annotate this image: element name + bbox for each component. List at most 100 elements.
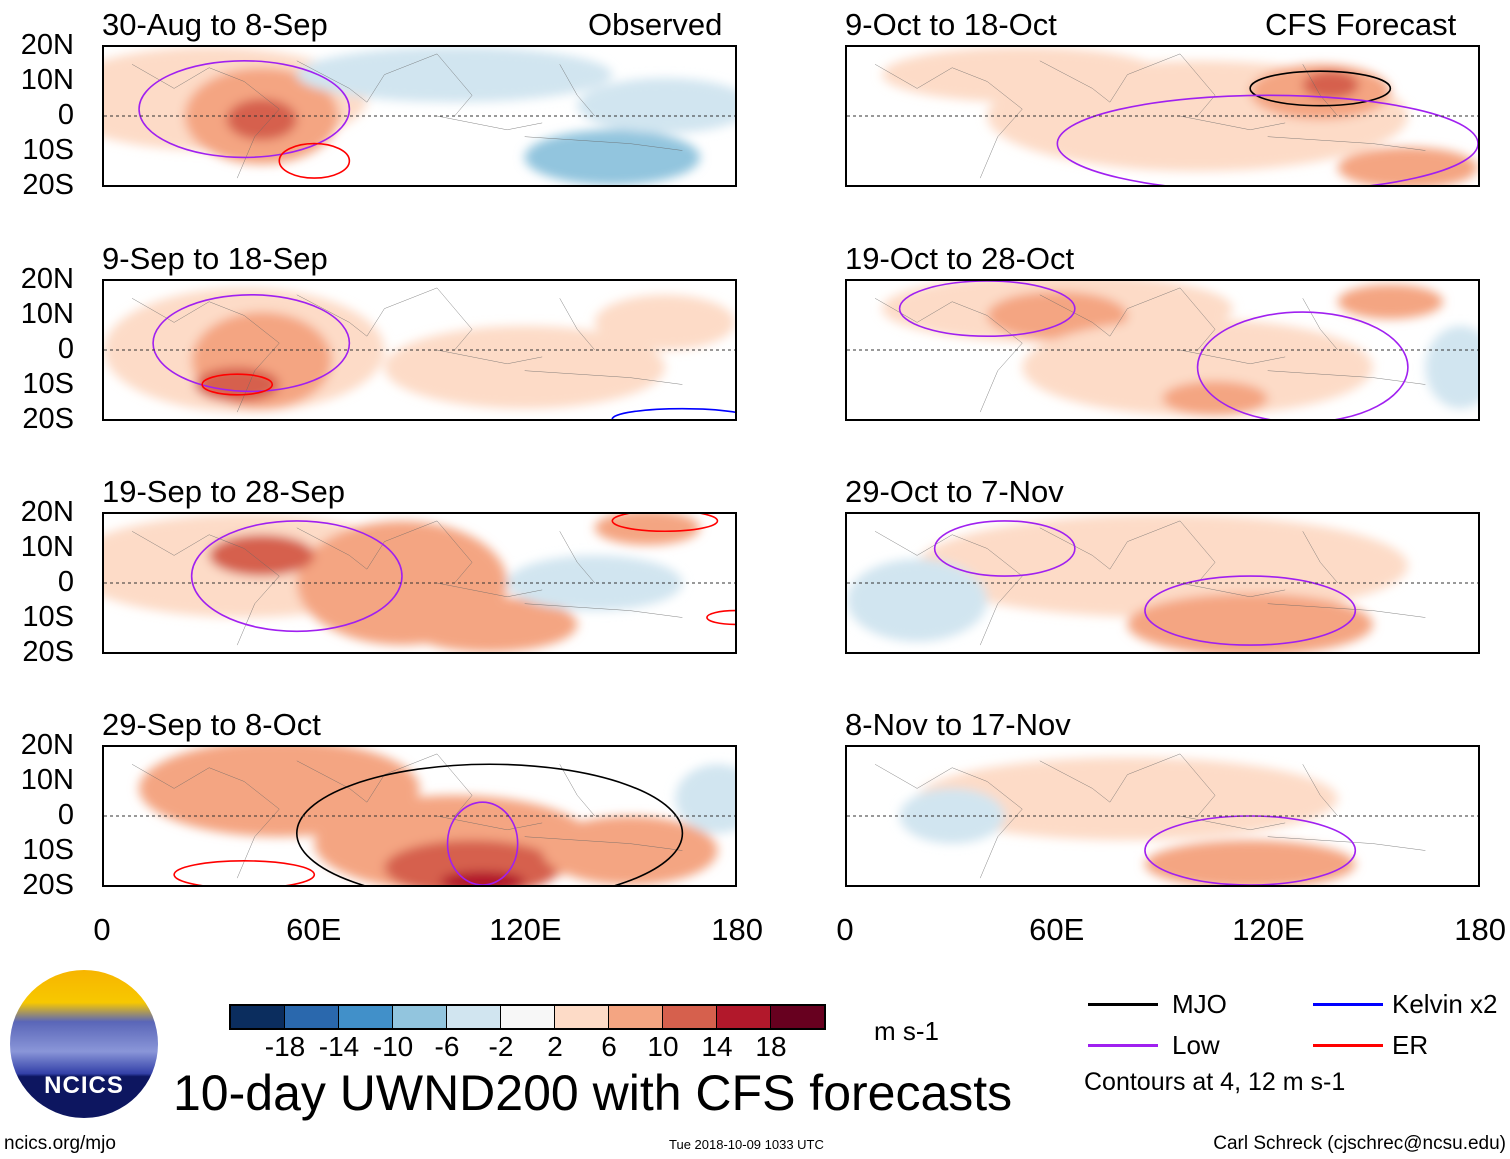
- anomaly-shading: [917, 757, 1338, 841]
- anomaly-shading: [899, 788, 1005, 844]
- mjo-line-swatch: [1088, 1003, 1158, 1006]
- anomaly-shading: [917, 514, 1408, 618]
- map-panel: [102, 279, 737, 421]
- latitude-label: 0: [57, 566, 74, 598]
- map-panel: [102, 745, 737, 887]
- map-panel: [845, 45, 1480, 187]
- legend-low: Low: [1172, 1030, 1220, 1060]
- longitude-label: 0: [836, 912, 854, 947]
- colorbar-tick-label: 2: [547, 1031, 563, 1062]
- observed-header: Observed: [588, 7, 723, 42]
- footer-timestamp: Tue 2018-10-09 1033 UTC: [669, 1137, 824, 1152]
- anomaly-shading: [1337, 284, 1443, 319]
- latitude-label: 10S: [22, 601, 74, 633]
- coastline: [132, 521, 682, 645]
- anomaly-shading: [1425, 325, 1478, 409]
- latitude-label: 20S: [22, 636, 74, 668]
- colorbar-swatch: [447, 1006, 501, 1028]
- coastline: [875, 54, 1425, 178]
- anomaly-shading: [1337, 147, 1478, 185]
- latitude-label: 0: [57, 799, 74, 831]
- ncics-logo: NCICS: [10, 970, 158, 1118]
- latitude-label: 0: [57, 99, 74, 131]
- kelvin-line-swatch: [1313, 1003, 1383, 1006]
- colorbar-tick-label: -2: [488, 1031, 514, 1062]
- colorbar-swatch: [231, 1006, 285, 1028]
- legend-mjo: MJO: [1172, 989, 1227, 1019]
- anomaly-shading: [675, 764, 735, 834]
- longitude-label: 120E: [489, 912, 562, 947]
- contour-line: [139, 61, 349, 158]
- longitude-label: 180: [711, 912, 763, 947]
- contour-line: [1145, 576, 1355, 645]
- anomaly-shading: [542, 816, 718, 885]
- latitude-label: 20N: [20, 29, 74, 61]
- panel-title: 19-Oct to 28-Oct: [845, 241, 1075, 276]
- contour-line: [900, 281, 1075, 336]
- contour-line: [279, 144, 349, 179]
- contour-line: [935, 521, 1075, 576]
- contour-line: [612, 409, 735, 419]
- anomaly-shading: [1127, 593, 1373, 652]
- anomaly-shading: [195, 367, 280, 402]
- panel-title: 19-Sep to 28-Sep: [102, 474, 346, 509]
- coastline: [132, 54, 682, 178]
- latitude-label: 20S: [22, 869, 74, 901]
- colorbar: [229, 1004, 826, 1030]
- anomaly-shading: [384, 840, 560, 885]
- longitude-label: 0: [93, 912, 111, 947]
- map-panel: [845, 512, 1480, 654]
- latitude-label: 10N: [20, 298, 74, 330]
- colorbar-tick-label: 10: [647, 1031, 679, 1062]
- colorbar-tick-label: -14: [318, 1031, 360, 1062]
- colorbar-swatch: [555, 1006, 609, 1028]
- latitude-label: 20S: [22, 169, 74, 201]
- legend-er: ER: [1392, 1030, 1429, 1060]
- longitude-label: 60E: [286, 912, 342, 947]
- colorbar-swatch: [717, 1006, 771, 1028]
- anomaly-shading: [1145, 840, 1356, 885]
- contour-line: [174, 861, 314, 885]
- legend-kelvin: Kelvin x2: [1392, 989, 1498, 1019]
- latitude-label: 20N: [20, 263, 74, 295]
- anomaly-shading: [594, 514, 700, 546]
- latitude-label: 20N: [20, 496, 74, 528]
- panel-title: 8-Nov to 17-Nov: [845, 707, 1071, 742]
- contour-line: [707, 611, 735, 625]
- anomaly-shading: [524, 129, 700, 185]
- contour-line: [1198, 312, 1408, 419]
- colorbar-swatch: [609, 1006, 663, 1028]
- anomaly-shading: [1302, 71, 1359, 99]
- longitude-label: 120E: [1232, 912, 1305, 947]
- coastline: [875, 754, 1425, 878]
- colorbar-tick-label: -6: [434, 1031, 460, 1062]
- anomaly-shading: [226, 98, 297, 141]
- er-line-swatch: [1313, 1044, 1383, 1047]
- anomaly-shading: [577, 78, 735, 134]
- contour-line: [153, 295, 349, 392]
- colorbar-tick-label: -10: [372, 1031, 414, 1062]
- latitude-label: 10S: [22, 368, 74, 400]
- map-panel: [845, 279, 1480, 421]
- colorbar-swatch: [663, 1006, 717, 1028]
- colorbar-tick-label: 6: [601, 1031, 617, 1062]
- latitude-label: 10N: [20, 531, 74, 563]
- panel-title: 29-Oct to 7-Nov: [845, 474, 1064, 509]
- latitude-label: 10N: [20, 64, 74, 96]
- contours-note: Contours at 4, 12 m s-1: [1084, 1068, 1346, 1096]
- colorbar-swatch: [393, 1006, 447, 1028]
- coastline: [132, 288, 682, 412]
- contour-line: [448, 802, 518, 885]
- anomaly-shading: [440, 871, 525, 885]
- contour-line: [1057, 95, 1478, 185]
- footer-url[interactable]: ncics.org/mjo: [4, 1133, 116, 1154]
- anomaly-shading: [594, 294, 735, 350]
- latitude-label: 10S: [22, 134, 74, 166]
- anomaly-shading: [882, 47, 1163, 103]
- map-panel: [102, 45, 737, 187]
- anomaly-shading: [987, 291, 1128, 340]
- colorbar-units: m s-1: [874, 1016, 939, 1046]
- forecast-header: CFS Forecast: [1265, 7, 1457, 42]
- anomaly-shading: [384, 325, 665, 409]
